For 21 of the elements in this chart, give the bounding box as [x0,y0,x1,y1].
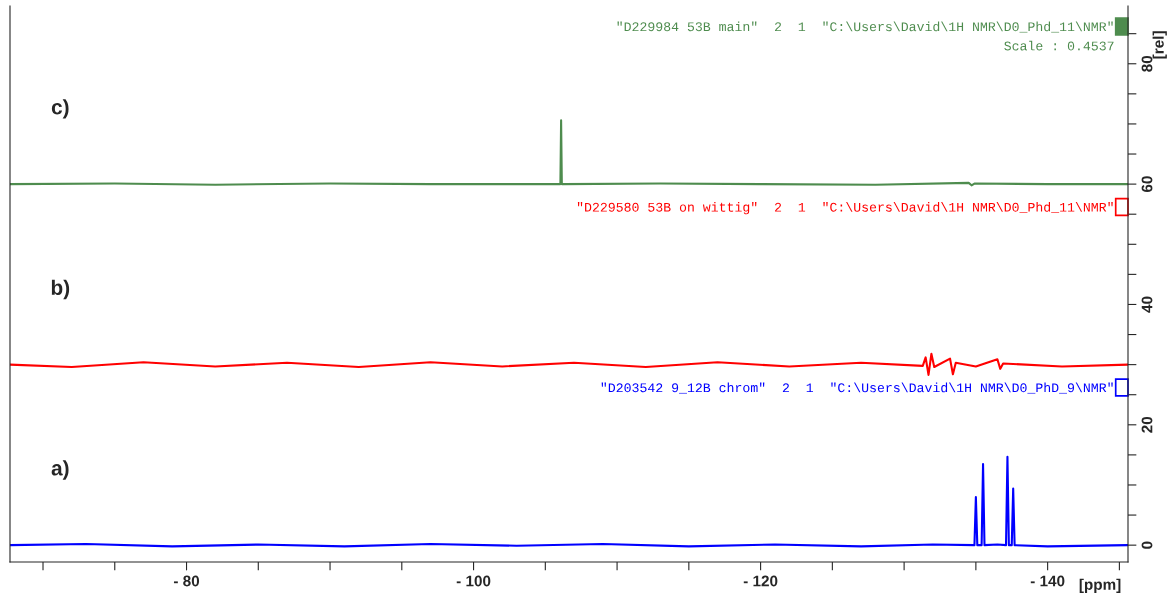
x-axis-title: [ppm] [1079,578,1121,593]
y-tick-label: 80 [1141,55,1153,72]
annotation: c) [51,99,69,119]
line-series [10,119,1128,187]
line-series [10,455,1128,548]
legend-label: "D229580 53B on wittig" 2 1 "C:\Users\David\1H NMR\D0_Phd_11\NMR" [577,202,1113,215]
legend-label: "D203542 9_12B chrom" 2 1 "C:\Users\David\1H NMR\D0_PhD_9\NMR" [601,382,1113,394]
x-tick-label: - 80 [173,575,200,587]
x-tick-label: - 120 [743,575,778,587]
x-tick-label: - 140 [1030,575,1065,587]
x-tick-label: - 100 [456,575,491,587]
line-series [10,352,1128,376]
legend-label: "D229984 53B main" 2 1 "C:\Users\David\1H NMR\D0_Phd_11\NMR" [617,21,1113,33]
y-tick-label: 20 [1141,416,1153,433]
y-axis-title: [rel] [1152,31,1167,59]
y-tick-label: 40 [1141,296,1153,313]
annotation: Scale : 0.4537 [1004,40,1114,51]
annotation: a) [51,460,69,480]
y-tick-label: 0 [1141,541,1153,549]
y-tick-label: 60 [1141,176,1153,193]
annotation: b) [51,279,70,300]
